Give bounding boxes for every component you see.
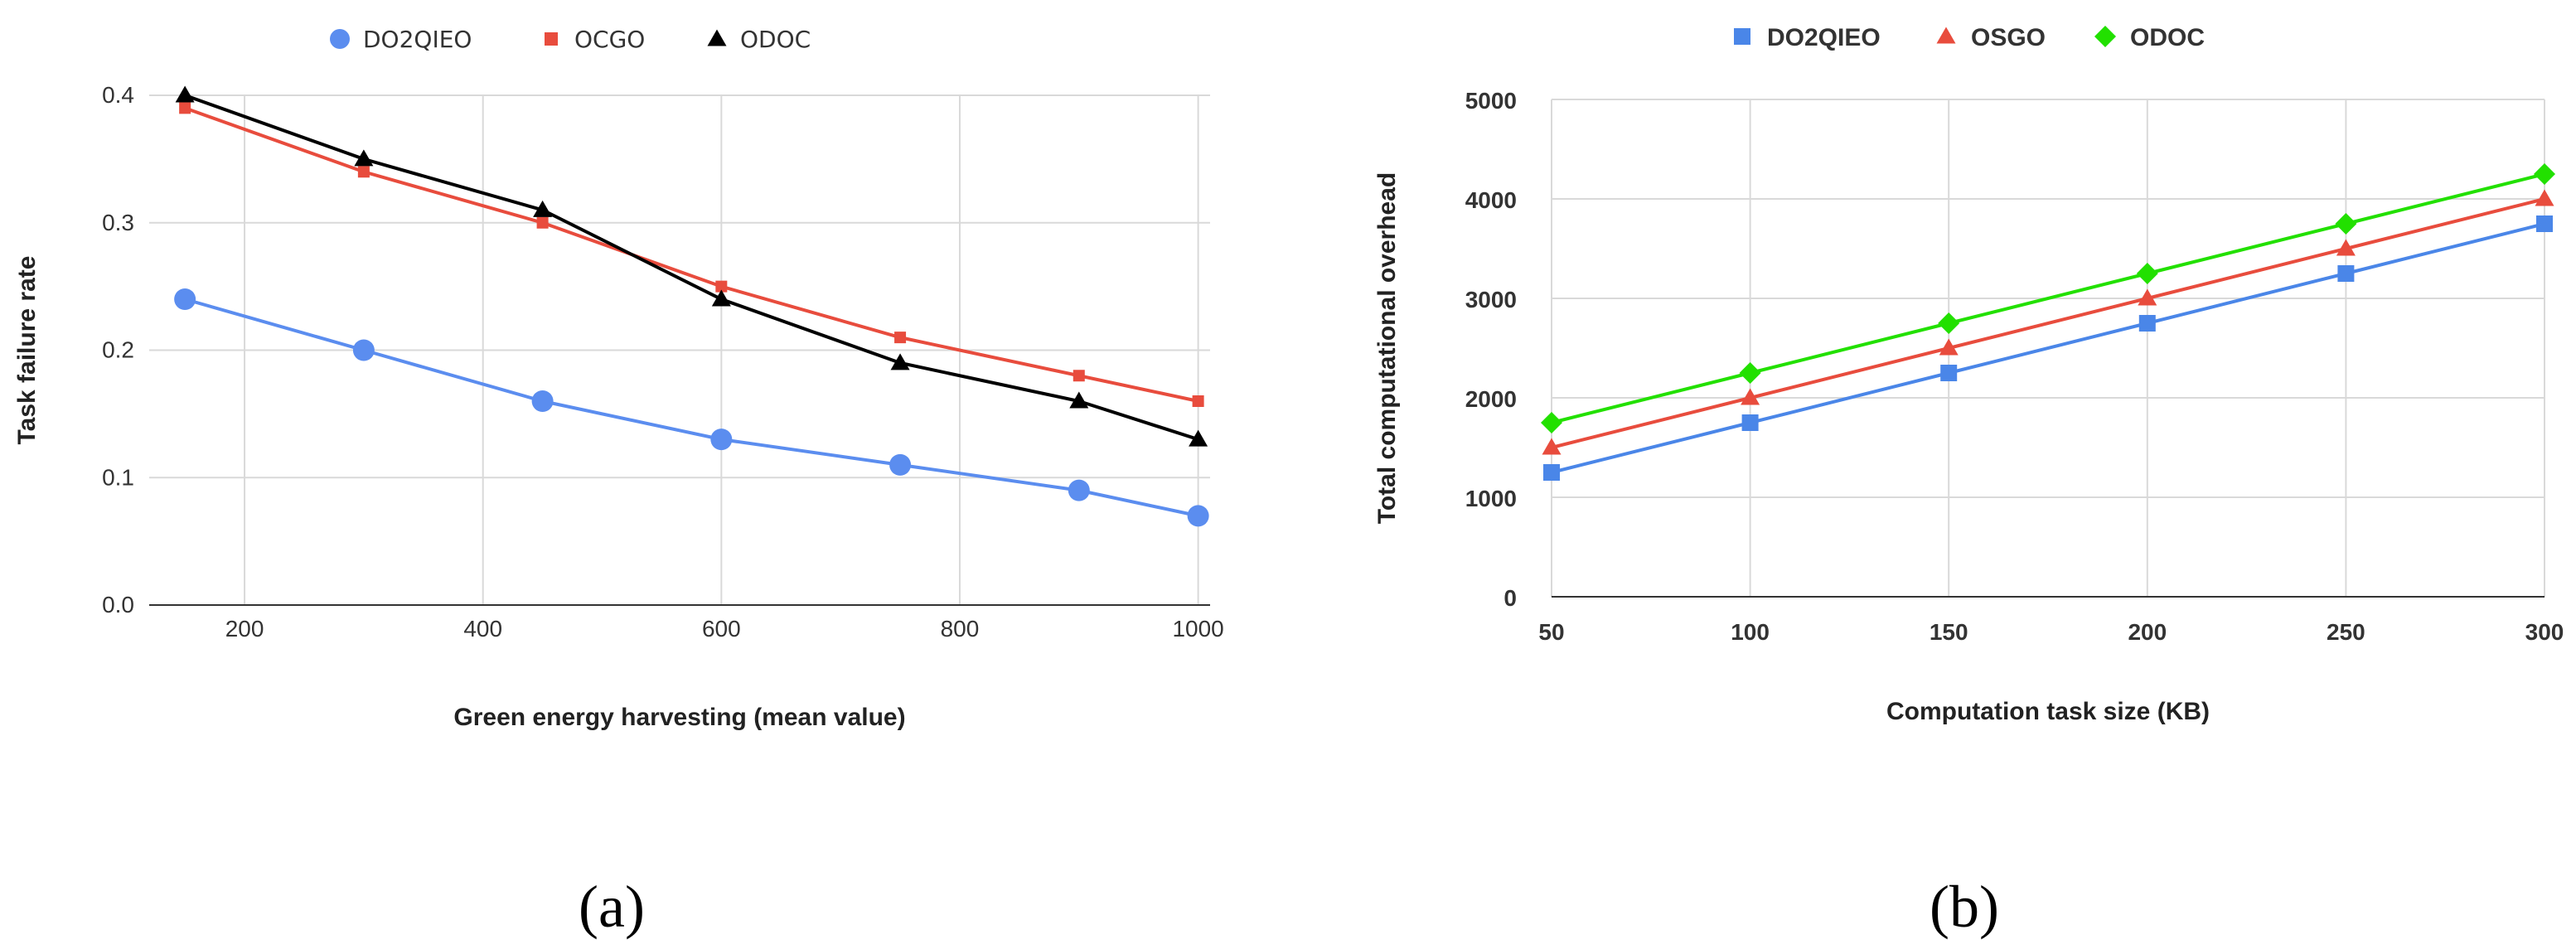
b-x-tick-label: 50: [1538, 619, 1564, 645]
b-point-odoc: [2335, 213, 2357, 235]
a-legend-label-ocgo: OCGO: [574, 26, 645, 53]
a-point-odoc: [711, 289, 731, 307]
b-y-tick-label: 1000: [1465, 486, 1517, 511]
b-point-do2qieo: [2138, 315, 2156, 332]
b-point-do2qieo: [2536, 215, 2553, 232]
b-point-osgo: [1939, 338, 1959, 356]
a-point-odoc: [175, 85, 195, 103]
b-point-osgo: [2336, 239, 2356, 256]
b-x-tick-label: 100: [1731, 619, 1770, 645]
a-legend-marker-ocgo: [545, 32, 558, 46]
b-y-tick-label: 5000: [1465, 88, 1517, 114]
a-x-tick-label: 400: [463, 616, 502, 642]
a-x-tick-label: 200: [225, 616, 264, 642]
a-point-do2qieo: [352, 339, 375, 361]
a-point-do2qieo: [531, 390, 554, 412]
a-point-odoc: [354, 149, 374, 167]
b-legend-marker-odoc: [2094, 26, 2116, 47]
b-legend-label-odoc: ODOC: [2130, 24, 2205, 51]
a-y-axis-label: Task failure rate: [13, 256, 41, 445]
a-point-odoc: [1189, 429, 1208, 447]
b-point-odoc: [2534, 163, 2555, 185]
b-x-tick-label: 200: [2128, 619, 2167, 645]
b-x-axis-label: Computation task size (KB): [1886, 698, 2210, 725]
b-x-tick-label: 300: [2525, 619, 2564, 645]
panel-label-a: (a): [579, 874, 645, 940]
a-legend-label-odoc: ODOC: [740, 26, 811, 53]
b-point-do2qieo: [1543, 464, 1560, 481]
b-y-axis-label: Total computational overhead: [1373, 172, 1401, 525]
a-legend-marker-odoc: [707, 29, 727, 46]
panel-label-b: (b): [1930, 874, 1999, 940]
b-y-tick-label: 2000: [1465, 386, 1517, 412]
b-point-osgo: [2138, 288, 2157, 306]
a-x-tick-label: 1000: [1172, 616, 1223, 642]
a-y-tick-label: 0.2: [102, 337, 134, 363]
b-point-odoc: [1938, 312, 1960, 334]
b-point-odoc: [1541, 412, 1562, 433]
b-legend-label-do2qieo: DO2QIEO: [1767, 24, 1881, 51]
a-point-odoc: [533, 200, 553, 217]
a-legend-label-do2qieo: DO2QIEO: [363, 26, 472, 53]
a-x-tick-label: 800: [941, 616, 980, 642]
a-x-tick-label: 600: [702, 616, 741, 642]
b-series-line-odoc: [1551, 172, 2545, 424]
chart-a: 0.0 0.1 0.2 0.3 0.4 200 400 600 800 1000 Green ene…: [13, 26, 1224, 731]
a-legend-marker-do2qieo: [330, 29, 350, 49]
b-point-osgo: [1741, 388, 1760, 405]
a-y-tick-label: 0.1: [102, 464, 134, 490]
a-point-ocgo: [1192, 395, 1204, 407]
b-series-line-do2qieo: [1551, 222, 2545, 474]
b-point-odoc: [2136, 263, 2158, 284]
a-point-odoc: [890, 353, 910, 370]
a-point-do2qieo: [889, 453, 912, 476]
a-series-line-do2qieo: [184, 298, 1199, 518]
b-x-tick-label: 150: [1930, 619, 1968, 645]
b-legend-label-osgo: OSGO: [1971, 24, 2046, 51]
b-point-do2qieo: [2337, 265, 2355, 282]
a-x-axis-label: Green energy harvesting (mean value): [453, 704, 905, 731]
b-y-tick-label: 3000: [1465, 287, 1517, 312]
b-y-tick-label: 0: [1503, 585, 1517, 611]
a-y-tick-label: 0.4: [102, 82, 134, 108]
a-series-line-odoc: [184, 94, 1199, 442]
a-point-do2qieo: [1068, 479, 1090, 501]
a-point-ocgo: [179, 102, 191, 114]
a-y-tick-label: 0.3: [102, 210, 134, 235]
b-series-line-osgo: [1551, 197, 2545, 449]
a-y-tick-label: 0.0: [102, 592, 134, 617]
a-point-ocgo: [357, 166, 370, 178]
chart-b: 0 1000 2000 3000 4000 5000 50 100 150 200 250 300 Co…: [1373, 24, 2564, 725]
b-x-tick-label: 250: [2327, 619, 2365, 645]
b-point-osgo: [2535, 189, 2554, 206]
a-point-ocgo: [715, 280, 728, 293]
a-series-line-ocgo: [184, 106, 1199, 403]
b-point-osgo: [1542, 438, 1562, 455]
a-point-do2qieo: [1187, 505, 1209, 527]
a-point-odoc: [1069, 391, 1089, 409]
b-point-do2qieo: [1741, 414, 1759, 431]
b-legend-marker-osgo: [1936, 27, 1956, 44]
b-y-tick-label: 4000: [1465, 187, 1517, 213]
b-point-odoc: [1739, 362, 1761, 384]
a-point-ocgo: [1073, 370, 1085, 382]
a-point-ocgo: [536, 216, 549, 229]
b-point-do2qieo: [1940, 365, 1958, 381]
a-point-ocgo: [894, 332, 907, 344]
a-point-do2qieo: [174, 288, 196, 310]
a-point-do2qieo: [710, 429, 733, 451]
b-legend-marker-do2qieo: [1734, 28, 1750, 45]
